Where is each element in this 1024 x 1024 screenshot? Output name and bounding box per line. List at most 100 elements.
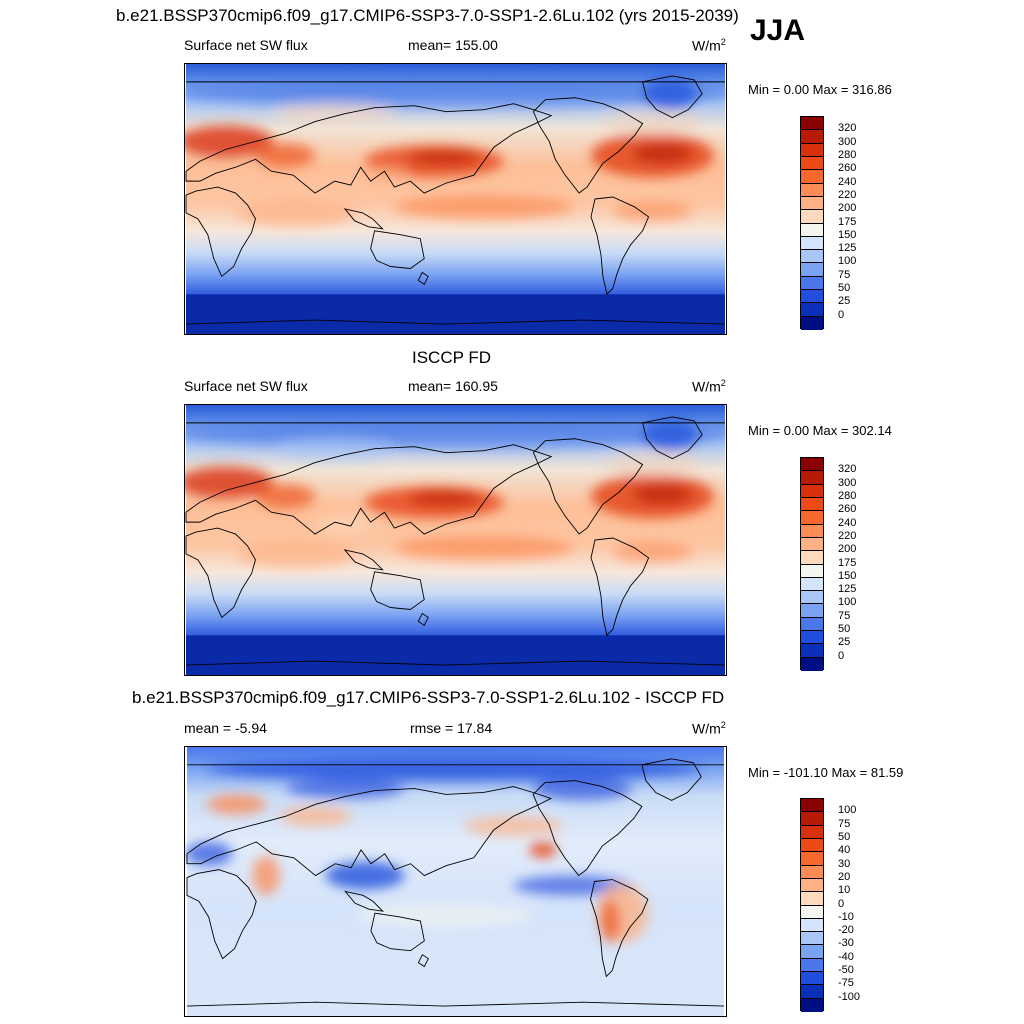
- colorbar-swatch: [801, 617, 823, 632]
- coastline: [590, 879, 649, 978]
- panel3-units-label: W/m2: [692, 720, 726, 737]
- coastline: [417, 954, 429, 968]
- colorbar-tick-label: -40: [838, 950, 854, 963]
- flux-high-india: [360, 165, 409, 186]
- colorbar-swatch: [801, 644, 823, 658]
- colorbar-tick-label: 300: [838, 135, 857, 148]
- panel1-map: [184, 63, 727, 335]
- colorbar-tick-label: 100: [838, 596, 857, 609]
- colorbar-swatch: [801, 852, 823, 866]
- colorbar-swatch: [801, 471, 823, 485]
- coastline: [370, 571, 425, 610]
- coastline: [417, 612, 429, 627]
- colorbar-tick-label: 150: [838, 569, 857, 582]
- colorbar-swatch: [801, 210, 823, 224]
- flux-low-greenland: [642, 77, 699, 110]
- coastline: [185, 186, 256, 278]
- colorbar-swatch: [801, 276, 823, 291]
- colorbar-tick-label: 0: [838, 649, 845, 662]
- colorbar-swatches: [800, 116, 824, 330]
- diff-negative-siberia: [285, 778, 405, 799]
- colorbar-swatch: [801, 143, 823, 157]
- colorbar-tick-label: 30: [838, 857, 851, 870]
- colorbar-swatch: [801, 932, 823, 946]
- colorbar-tick-label: -10: [838, 910, 854, 923]
- coastline: [532, 97, 644, 194]
- flux-high-atlantic-core: [632, 484, 693, 505]
- flux-high-sahara: [185, 466, 274, 499]
- colorbar-swatch: [801, 838, 823, 853]
- coastline: [642, 75, 703, 119]
- diff-neutral-southpacific: [355, 903, 534, 927]
- panel1-variable-label: Surface net SW flux: [184, 37, 308, 53]
- flux-high-atlantic-core: [632, 143, 693, 164]
- colorbar-tick-label: 75: [838, 609, 851, 622]
- colorbar-tick-label: 0: [838, 897, 845, 910]
- panel1-units-label: W/m2: [692, 37, 726, 54]
- colorbar-swatch: [801, 564, 823, 578]
- coastline: [532, 780, 643, 877]
- coastline: [370, 912, 425, 952]
- colorbar-swatch: [801, 985, 823, 999]
- colorbar-swatch: [801, 998, 823, 1012]
- colorbar-swatch: [801, 117, 823, 131]
- colorbar-swatch: [801, 865, 823, 879]
- colorbar-tick-label: 260: [838, 503, 857, 516]
- colorbar-swatch: [801, 799, 823, 813]
- colorbar-swatches: [800, 798, 824, 1012]
- colorbar-tick-label: 240: [838, 175, 857, 188]
- flux-low-siberia: [275, 438, 395, 459]
- flux-low-southern-ocean: [185, 635, 726, 675]
- panel2-title: ISCCP FD: [412, 348, 492, 367]
- colorbar-tick-label: 280: [838, 489, 857, 502]
- flux-medium-indianocean: [235, 540, 355, 568]
- colorbar-swatch: [801, 577, 823, 592]
- colorbar-swatch: [801, 511, 823, 525]
- colorbar-swatch: [801, 631, 823, 645]
- coastline: [185, 527, 256, 619]
- diff-positive-andes: [600, 899, 621, 943]
- colorbar-tick-label: -50: [838, 964, 854, 977]
- colorbar-swatch: [801, 524, 823, 538]
- colorbar-tick-label: 300: [838, 476, 857, 489]
- colorbar-tick-label: 175: [838, 215, 857, 228]
- colorbar-swatch: [801, 905, 823, 919]
- panel3-minmax: Min = -101.10 Max = 81.59: [748, 765, 904, 780]
- colorbar-tick-label: 75: [838, 817, 851, 830]
- season-label: JJA: [750, 14, 806, 47]
- diff-positive-africa-east: [252, 855, 280, 896]
- diff-negative-northamerica: [533, 776, 633, 801]
- colorbar-tick-label: 175: [838, 556, 857, 569]
- panel3-mean-label: mean = -5.94: [184, 720, 267, 736]
- colorbar-swatch: [801, 236, 823, 251]
- colorbar-swatch: [801, 130, 823, 144]
- diff-negative-arctic: [206, 756, 702, 781]
- panel2-minmax: Min = 0.00 Max = 302.14: [748, 423, 892, 438]
- panel1-minmax: Min = 0.00 Max = 316.86: [748, 82, 892, 97]
- diff-positive-mexico: [529, 841, 557, 858]
- colorbar-tick-label: 200: [838, 543, 857, 556]
- coastline: [532, 438, 644, 535]
- panel2-colorbar: 320 300 280 260 240 220 200 175 150 125 100 75 50 25 0: [800, 457, 900, 671]
- colorbar-tick-label: 100: [838, 804, 857, 817]
- panel3-rmse-label: rmse = 17.84: [410, 720, 493, 736]
- diff-negative-indonesia: [325, 861, 405, 890]
- colorbar-tick-label: 0: [838, 308, 845, 321]
- flux-medium-northatlantic: [602, 111, 703, 136]
- diff-positive-pacific: [463, 816, 563, 837]
- panel3-map: [184, 746, 727, 1017]
- flux-medium-siberia: [275, 103, 395, 124]
- flux-high-sahara: [185, 125, 274, 158]
- colorbar-tick-label: 100: [838, 255, 857, 268]
- coastline: [185, 103, 553, 194]
- colorbar-swatch: [801, 303, 823, 317]
- colorbar-swatch: [801, 604, 823, 618]
- flux-high-southatlantic: [612, 541, 693, 562]
- coastline: [343, 208, 384, 230]
- colorbar-swatch: [801, 497, 823, 512]
- colorbar-tick-label: 150: [838, 228, 857, 241]
- colorbar-tick-label: 220: [838, 188, 857, 201]
- panel1-colorbar: 320 300 280 260 240 220 200 175 150 125 100 75 50 25 0: [800, 116, 900, 330]
- coastline: [186, 786, 553, 877]
- colorbar-tick-label: -20: [838, 924, 854, 937]
